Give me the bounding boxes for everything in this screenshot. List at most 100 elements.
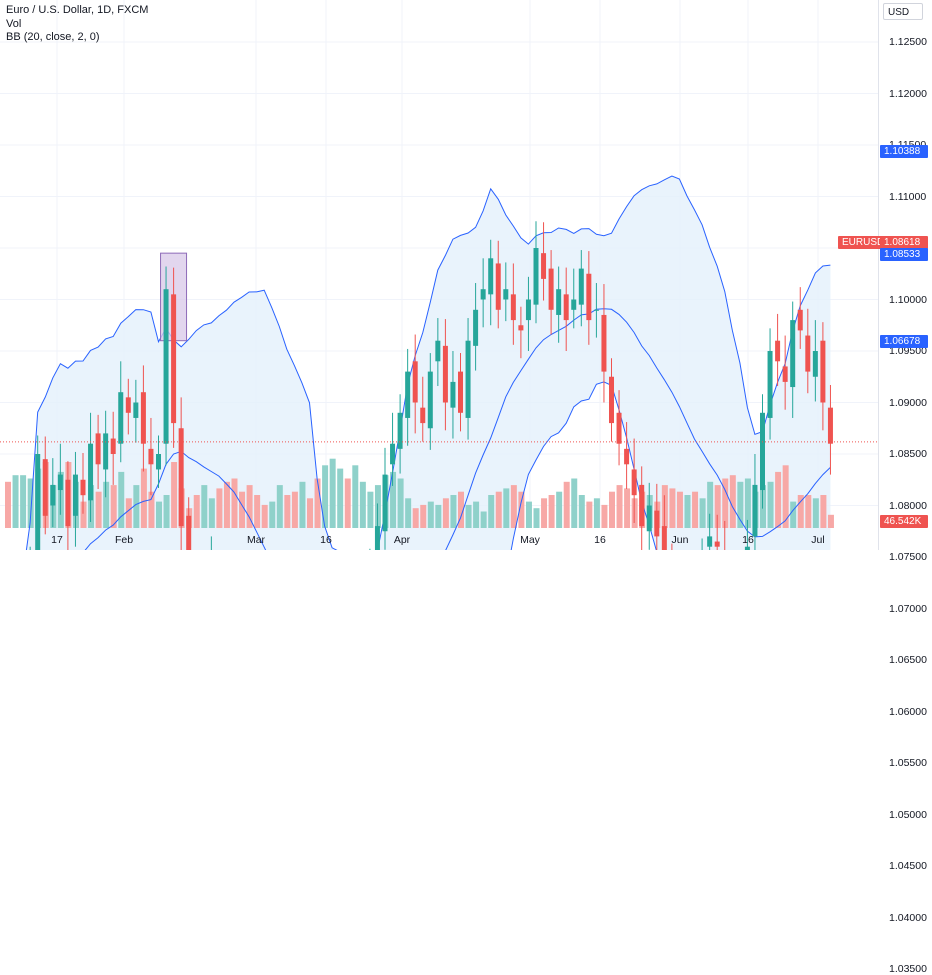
volume-bar — [737, 481, 744, 528]
volume-bar — [676, 491, 683, 528]
volume-bar — [548, 495, 555, 528]
volume-bar — [820, 495, 827, 528]
volume-bar — [239, 491, 246, 528]
volume-bar — [790, 501, 797, 528]
volume-bar — [699, 498, 706, 528]
candle-body — [473, 309, 479, 346]
candle-body — [133, 402, 139, 418]
candle-body — [88, 443, 94, 501]
volume-bar — [405, 498, 412, 528]
volume-bar — [488, 495, 495, 528]
price-tick-label: 1.10000 — [889, 293, 927, 306]
volume-bar — [707, 481, 714, 528]
volume-bar — [291, 491, 298, 528]
price-tick-label: 1.12000 — [889, 87, 927, 100]
candle-body — [541, 253, 547, 279]
volume-bar — [148, 491, 155, 528]
candle-body — [480, 289, 486, 300]
candle-body — [450, 381, 456, 408]
volume-bar — [12, 475, 19, 528]
candle-body — [744, 546, 750, 550]
volume-bar — [261, 504, 268, 528]
volume-bar — [450, 495, 457, 528]
volume-bar — [767, 481, 774, 528]
volume-bar — [80, 501, 87, 528]
volume-bar — [352, 465, 359, 528]
volume-bar — [593, 498, 600, 528]
volume-bar — [201, 485, 208, 528]
time-tick-label: Jun — [671, 534, 689, 546]
candle-body — [563, 294, 569, 321]
candle-body — [601, 314, 607, 372]
candle-body — [148, 448, 154, 465]
volume-bar — [503, 488, 510, 528]
volume-bar — [110, 485, 117, 528]
volume-bar — [5, 481, 11, 528]
candle-body — [435, 340, 441, 362]
price-tick-label: 1.11000 — [889, 190, 927, 203]
candle-body — [57, 474, 63, 491]
volume-bar — [473, 501, 480, 528]
volume-bar — [624, 488, 631, 528]
time-tick-label: May — [520, 534, 540, 546]
volume-bar — [397, 478, 404, 528]
volume-bar — [518, 491, 525, 528]
candle-body — [646, 505, 652, 532]
symbol-title[interactable]: Euro / U.S. Dollar, 1D, FXCM — [6, 4, 149, 16]
bollinger-upper-line — [25, 175, 831, 550]
bollinger-indicator-label[interactable]: BB (20, close, 2, 0) — [6, 31, 100, 43]
volume-bar — [480, 511, 487, 528]
last-price-badge: 1.08618 — [880, 236, 928, 249]
volume-bar — [616, 485, 623, 528]
candle-body — [654, 510, 660, 537]
currency-selector[interactable]: USD — [883, 3, 923, 20]
volume-badge: 46.542K — [880, 515, 928, 528]
price-tick-label: 1.07500 — [889, 551, 927, 563]
time-tick-label: 16 — [320, 534, 332, 546]
volume-bar — [812, 498, 819, 528]
candle-body — [578, 268, 584, 305]
volume-bar — [465, 504, 472, 528]
volume-bar — [163, 495, 170, 528]
chart-legend: Euro / U.S. Dollar, 1D, FXCM Vol BB (20,… — [6, 4, 148, 45]
candle-body — [503, 289, 509, 300]
candle-body — [609, 376, 614, 424]
candle-body — [103, 433, 109, 470]
candle-body — [186, 515, 192, 550]
volume-bar — [541, 498, 548, 528]
time-tick-label: 17 — [51, 534, 63, 546]
candle-body — [35, 454, 41, 550]
volume-bar — [797, 495, 804, 528]
time-tick-label: Feb — [114, 534, 134, 546]
bollinger-basis-line — [84, 308, 831, 550]
candle-body — [42, 459, 48, 516]
volume-bar — [95, 491, 102, 528]
volume-bar — [525, 501, 532, 528]
volume-bar — [246, 485, 253, 528]
candle-body — [556, 289, 562, 315]
volume-bar — [307, 498, 313, 528]
volume-indicator-label[interactable]: Vol — [6, 17, 22, 30]
volume-bar — [344, 478, 351, 528]
candle-body — [95, 433, 101, 465]
price-tick-label: 1.04500 — [889, 860, 927, 872]
volume-bar — [458, 491, 464, 528]
time-tick-label: Jul — [811, 534, 825, 546]
price-chart[interactable] — [0, 0, 932, 550]
price-axis-separator — [878, 0, 879, 550]
volume-bar — [427, 501, 434, 528]
candle-body — [775, 340, 781, 362]
candle-body — [616, 412, 622, 444]
volume-bar — [420, 504, 427, 528]
volume-bar — [269, 501, 276, 528]
volume-bar — [171, 462, 178, 528]
candle-body — [805, 335, 811, 372]
symbol-badge: EURUSD — [838, 236, 889, 249]
volume-bar — [337, 468, 344, 528]
price-tick-label: 1.04000 — [889, 911, 927, 924]
candle-body — [382, 474, 388, 532]
candle-body — [639, 484, 645, 527]
volume-bar — [442, 498, 449, 528]
candle-body — [72, 474, 78, 516]
volume-bar — [578, 495, 585, 528]
